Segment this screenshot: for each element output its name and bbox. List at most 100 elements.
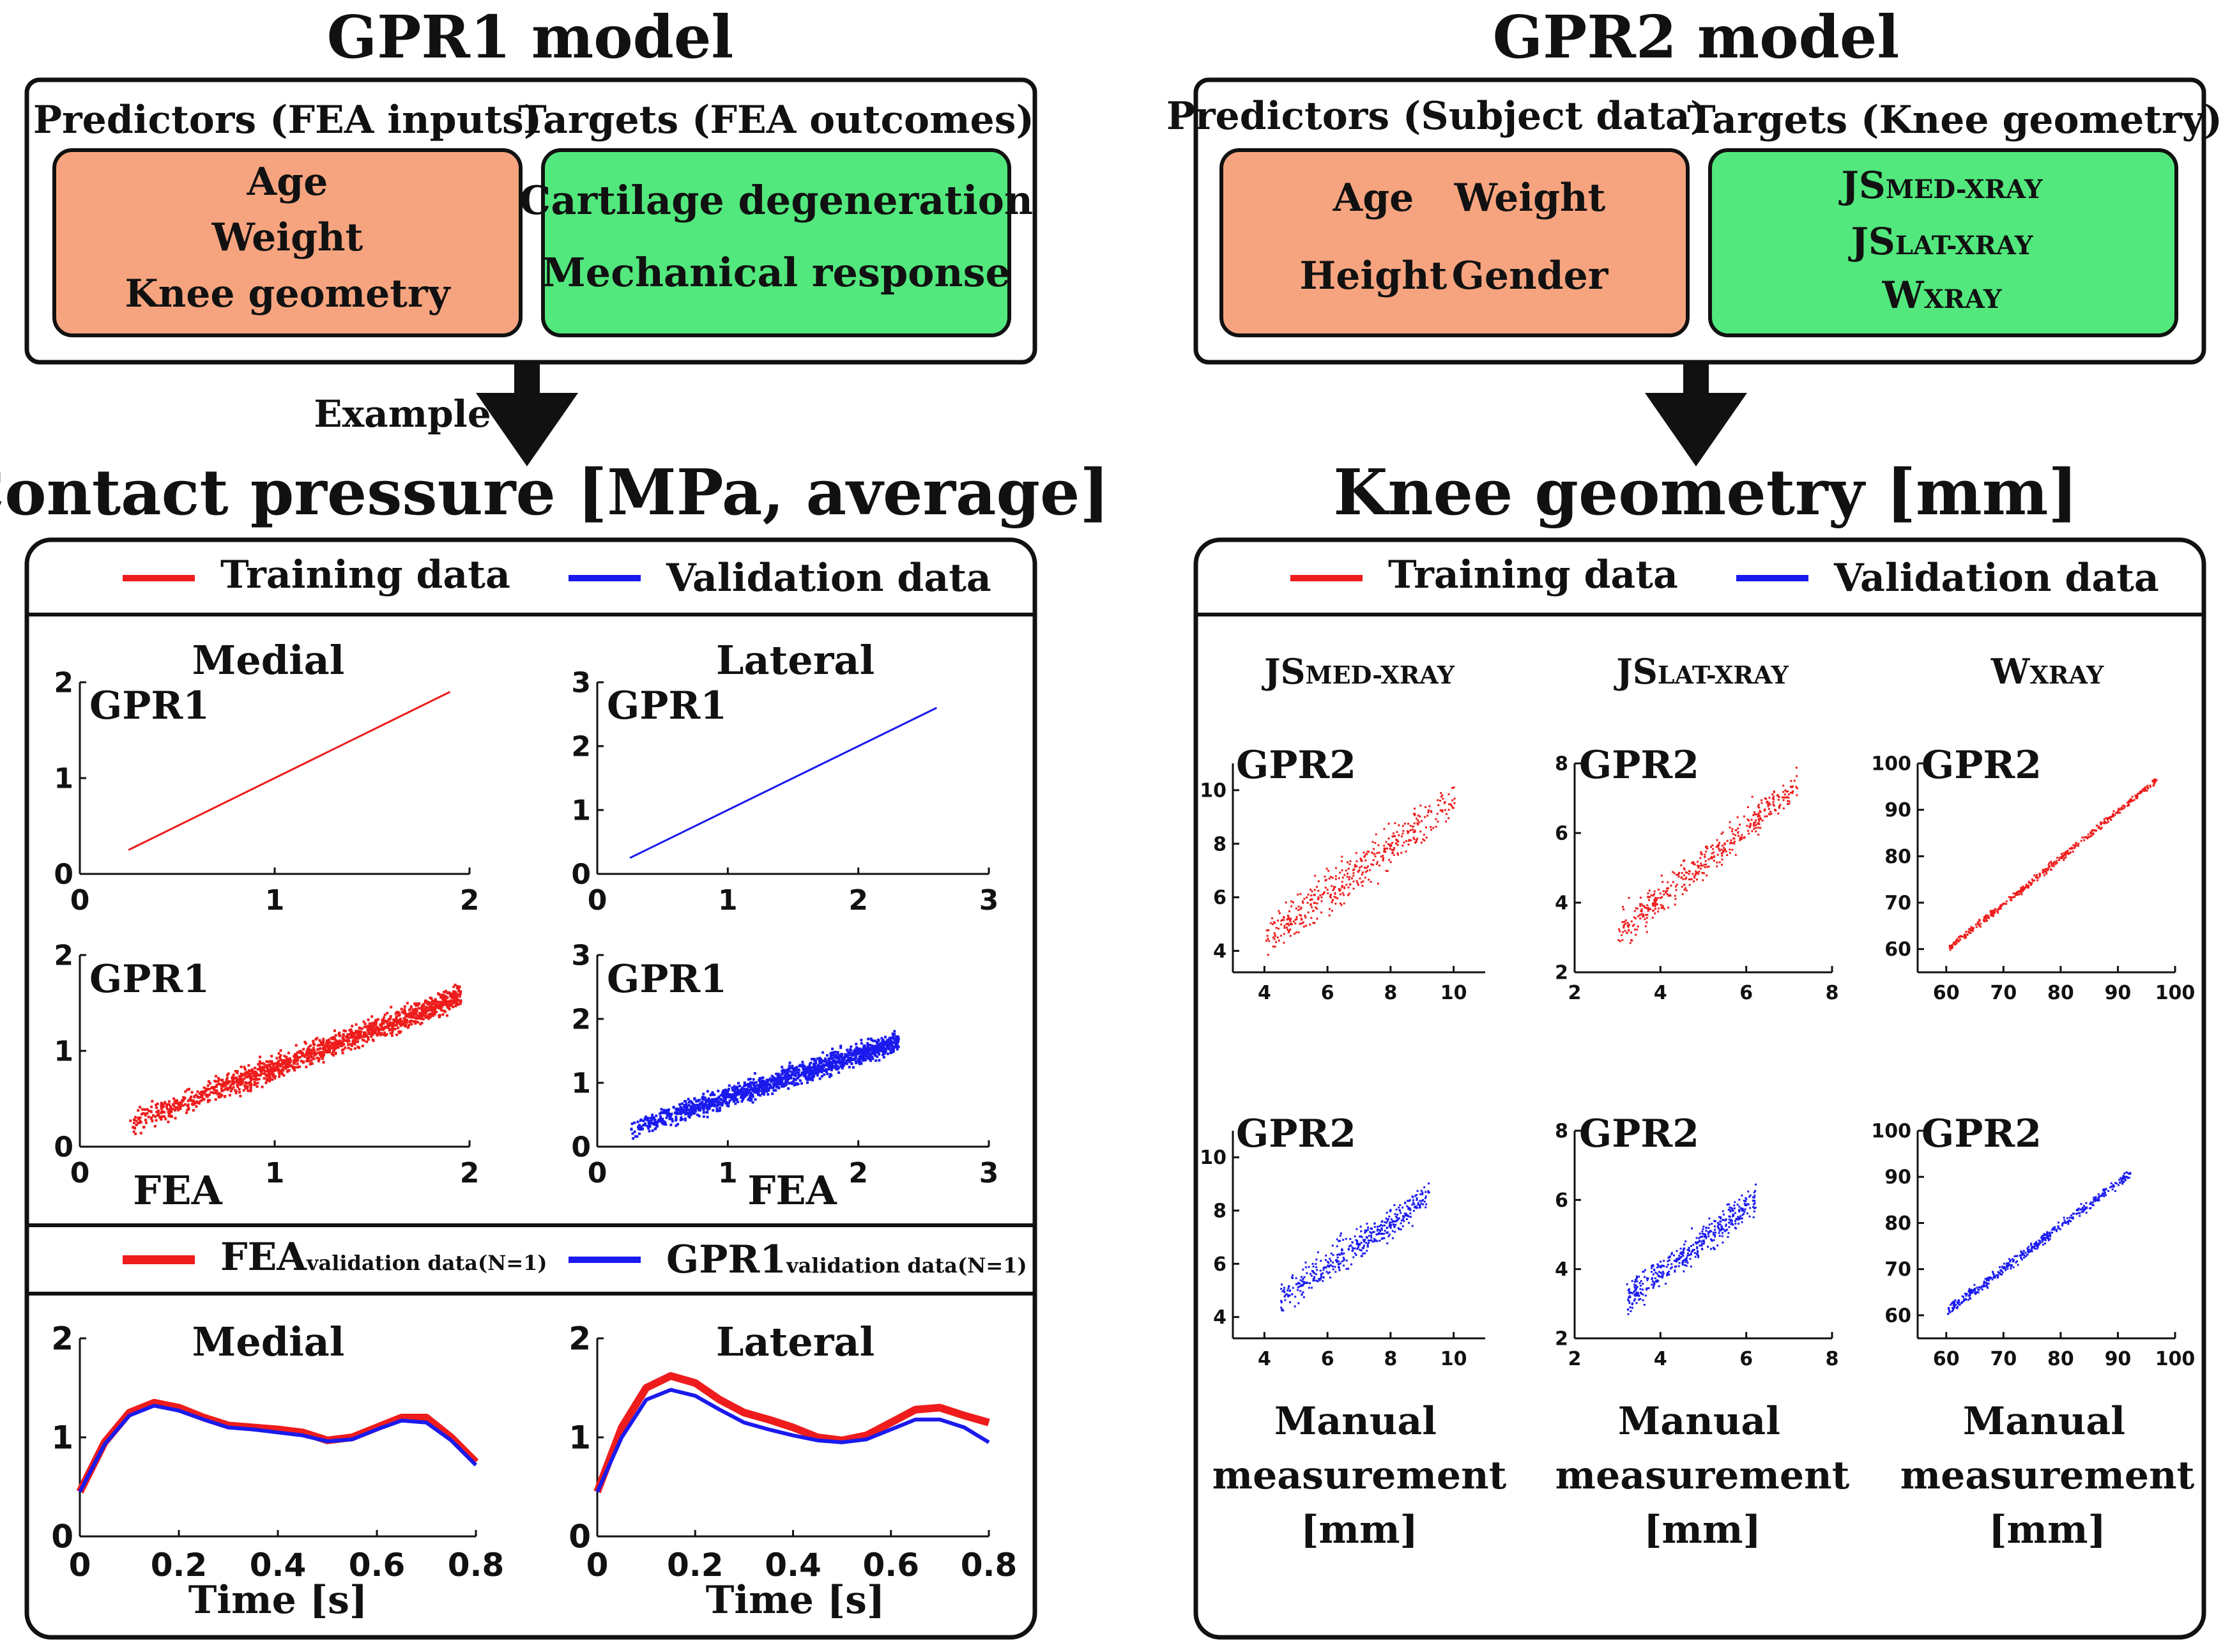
scatter-point bbox=[666, 1113, 669, 1117]
scatter-point bbox=[1683, 868, 1686, 871]
gpr2-predictor-gender: Gender bbox=[1452, 254, 1609, 298]
scatter-point bbox=[1402, 825, 1404, 827]
scatter-point bbox=[157, 1111, 160, 1114]
scatter-point bbox=[1348, 892, 1350, 895]
scatter-point bbox=[1666, 893, 1669, 896]
scatter-point bbox=[288, 1060, 291, 1063]
scatter-point bbox=[1352, 887, 1355, 890]
scatter-point bbox=[424, 1014, 427, 1017]
scatter-point bbox=[436, 1006, 439, 1009]
scatter-point bbox=[243, 1067, 247, 1071]
scatter-point bbox=[1338, 1269, 1341, 1271]
scatter-point bbox=[179, 1105, 182, 1108]
scatter-point bbox=[1294, 919, 1297, 921]
scatter-point bbox=[349, 1032, 353, 1035]
scatter-point bbox=[269, 1066, 272, 1069]
scatter-point bbox=[2021, 893, 2023, 896]
scatter-point bbox=[231, 1087, 234, 1090]
scatter-point bbox=[170, 1110, 173, 1113]
scatter-point bbox=[1738, 1223, 1740, 1225]
scatter-point bbox=[397, 1020, 401, 1023]
scatter-point bbox=[788, 1064, 791, 1067]
scatter-point bbox=[337, 1033, 340, 1036]
scatter-point bbox=[2005, 900, 2008, 903]
scatter-point bbox=[1281, 1309, 1283, 1312]
scatter-point bbox=[1407, 830, 1409, 832]
scatter-point bbox=[1341, 1260, 1343, 1263]
scatter-point bbox=[1670, 1251, 1673, 1254]
scatter-point bbox=[344, 1029, 347, 1032]
scatter-point bbox=[1407, 832, 1409, 834]
scatter-point bbox=[169, 1106, 172, 1109]
scatter-point bbox=[1680, 1251, 1683, 1253]
scatter-point bbox=[1316, 917, 1318, 920]
scatter-point bbox=[342, 1043, 346, 1046]
scatter-point bbox=[213, 1089, 216, 1092]
scatter-point bbox=[296, 1062, 299, 1066]
scatter-point bbox=[258, 1060, 261, 1063]
scatter-point bbox=[1297, 905, 1300, 908]
scatter-point bbox=[783, 1083, 786, 1086]
scatter-point bbox=[1340, 1252, 1343, 1255]
scatter-point bbox=[1652, 1264, 1654, 1266]
scatter-point bbox=[1316, 902, 1318, 905]
scatter-point bbox=[1696, 871, 1699, 874]
scatter-point bbox=[1406, 1205, 1409, 1207]
scatter-point bbox=[1396, 839, 1399, 842]
scatter-point bbox=[1299, 892, 1302, 895]
scatter-point bbox=[858, 1055, 861, 1059]
scatter-point bbox=[2135, 794, 2138, 797]
scatter-point bbox=[830, 1067, 834, 1070]
scatter-point bbox=[1737, 831, 1739, 834]
scatter-point bbox=[347, 1046, 350, 1050]
scatter-point bbox=[225, 1074, 229, 1077]
scatter-point bbox=[1739, 839, 1741, 841]
scatter-point bbox=[1796, 794, 1798, 797]
gpr2-targets-box bbox=[1708, 148, 2178, 337]
scatter-point bbox=[367, 1025, 370, 1028]
scatter-point bbox=[2042, 871, 2044, 873]
scatter-point bbox=[420, 1008, 424, 1011]
scatter-point bbox=[1740, 838, 1743, 841]
scatter-point bbox=[275, 1062, 279, 1066]
x-tick-label: 0.6 bbox=[862, 1547, 919, 1584]
scatter-point bbox=[1949, 945, 1952, 947]
scatter-point bbox=[1365, 1230, 1368, 1233]
scatter-point bbox=[669, 1114, 673, 1117]
scatter-point bbox=[702, 1103, 705, 1106]
scatter-point bbox=[749, 1081, 752, 1084]
scatter-point bbox=[722, 1093, 726, 1096]
scatter-point bbox=[2001, 904, 2003, 906]
scatter-point bbox=[1741, 1214, 1744, 1216]
scatter-point bbox=[747, 1083, 750, 1086]
x-tick-label: 0.8 bbox=[961, 1547, 1018, 1584]
scatter-point bbox=[1688, 873, 1690, 875]
scatter-point bbox=[348, 1029, 351, 1032]
x-tick-label: 1 bbox=[265, 1157, 285, 1189]
scatter-point bbox=[778, 1078, 781, 1081]
fea-axis-label: FEA bbox=[747, 1167, 837, 1214]
scatter-point bbox=[370, 1015, 374, 1018]
scatter-point bbox=[752, 1084, 756, 1087]
scatter-point bbox=[648, 1119, 651, 1122]
scatter-point bbox=[1788, 802, 1791, 805]
scatter-point bbox=[1448, 803, 1451, 806]
scatter-point bbox=[1651, 902, 1654, 905]
scatter-point bbox=[292, 1059, 295, 1062]
legend-validation-label: Validation data bbox=[1833, 556, 2159, 600]
scatter-point bbox=[1663, 893, 1665, 896]
scatter-point bbox=[322, 1039, 325, 1043]
scatter-point bbox=[726, 1089, 730, 1092]
scatter-point bbox=[1358, 869, 1361, 871]
scatter-point bbox=[1415, 1207, 1417, 1209]
scatter-point bbox=[1733, 842, 1736, 845]
scatter-point bbox=[1990, 912, 1993, 914]
scatter-point bbox=[1366, 1250, 1368, 1252]
scatter-point bbox=[1667, 894, 1670, 897]
scatter-point bbox=[878, 1044, 881, 1048]
scatter-point bbox=[1695, 1242, 1698, 1244]
scatter-point bbox=[1640, 903, 1643, 905]
scatter-point bbox=[1754, 821, 1757, 823]
scatter-point bbox=[875, 1044, 878, 1048]
scatter-point bbox=[728, 1084, 731, 1087]
